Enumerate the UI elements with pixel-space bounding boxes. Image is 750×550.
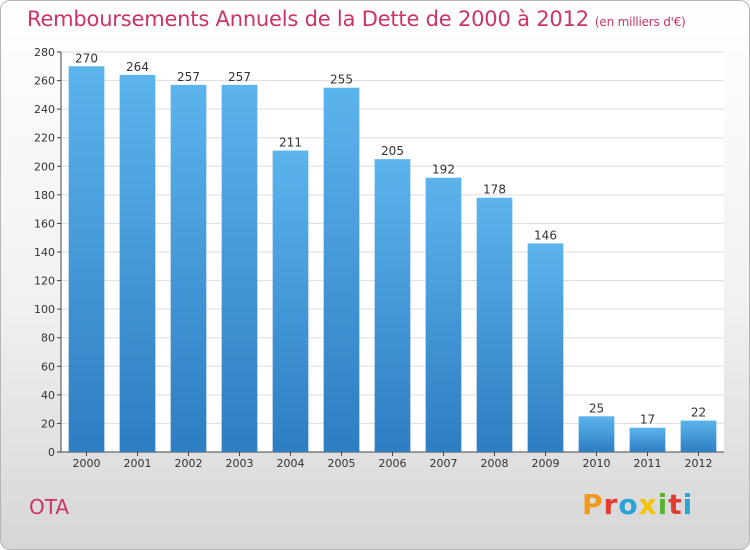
y-tick-label: 0: [48, 446, 55, 459]
chart-unit: (en milliers d'€): [594, 15, 686, 29]
commune-name: OTA: [29, 495, 70, 519]
y-tick-label: 180: [34, 189, 55, 202]
data-label: 146: [534, 228, 557, 242]
bar-2002: [170, 84, 207, 452]
x-tick-label: 2002: [175, 457, 203, 470]
bar-2001: [119, 74, 156, 452]
bar-2009: [527, 243, 564, 452]
y-tick-label: 200: [34, 160, 55, 173]
data-label: 257: [177, 70, 200, 84]
bar-2000: [68, 66, 105, 453]
y-tick-label: 160: [34, 217, 55, 230]
bar-2007: [425, 177, 462, 452]
x-tick-label: 2012: [685, 457, 713, 470]
logo-letter: i: [682, 488, 694, 521]
x-tick-label: 2011: [634, 457, 662, 470]
logo-letter: r: [603, 488, 619, 521]
y-tick-label: 80: [41, 332, 55, 345]
data-label: 255: [330, 73, 353, 87]
x-tick-label: 2006: [379, 457, 407, 470]
logo-letter: t: [668, 488, 683, 521]
data-label: 257: [228, 70, 251, 84]
x-tick-label: 2010: [583, 457, 611, 470]
bar-2011: [629, 427, 666, 452]
x-tick-label: 2005: [328, 457, 356, 470]
bar-2006: [374, 159, 411, 452]
x-tick-label: 2000: [73, 457, 101, 470]
data-label: 264: [126, 60, 149, 74]
logo-letter: x: [638, 488, 658, 521]
x-tick-label: 2009: [532, 457, 560, 470]
x-tick-label: 2008: [481, 457, 509, 470]
logo-letter: i: [657, 488, 669, 521]
x-tick-label: 2001: [124, 457, 152, 470]
data-label: 25: [589, 401, 604, 415]
chart-title-text: Remboursements Annuels de la Dette de 20…: [27, 7, 589, 31]
y-tick-label: 60: [41, 360, 55, 373]
data-label: 178: [483, 183, 506, 197]
proxiti-logo[interactable]: Proxiti: [582, 488, 693, 521]
data-label: 270: [75, 51, 98, 65]
data-label: 17: [640, 413, 655, 427]
y-tick-label: 100: [34, 303, 55, 316]
data-label: 192: [432, 163, 455, 177]
bar-2010: [578, 416, 615, 452]
bar-2005: [323, 87, 360, 452]
data-label: 211: [279, 136, 302, 150]
y-tick-label: 260: [34, 75, 55, 88]
y-tick-label: 120: [34, 275, 55, 288]
x-tick-label: 2003: [226, 457, 254, 470]
bar-2012: [680, 420, 717, 452]
y-tick-label: 40: [41, 389, 55, 402]
data-label: 205: [381, 144, 404, 158]
y-tick-label: 280: [34, 46, 55, 59]
labels: 0 20 40 60 80 100 120 140 160 180 200 220 240 260 280 2…: [34, 46, 713, 470]
y-tick-label: 220: [34, 132, 55, 145]
y-tick-label: 20: [41, 417, 55, 430]
bar-2008: [476, 197, 513, 452]
y-tick-label: 140: [34, 246, 55, 259]
logo-letter: P: [582, 488, 604, 521]
logo-letter: o: [618, 488, 639, 521]
chart-title: Remboursements Annuels de la Dette de 20…: [27, 7, 686, 31]
bar-2003: [221, 84, 258, 452]
x-tick-label: 2004: [277, 457, 305, 470]
bar-2004: [272, 150, 309, 453]
data-label: 22: [691, 406, 706, 420]
x-tick-label: 2007: [430, 457, 458, 470]
bars: [68, 66, 717, 453]
y-tick-label: 240: [34, 103, 55, 116]
